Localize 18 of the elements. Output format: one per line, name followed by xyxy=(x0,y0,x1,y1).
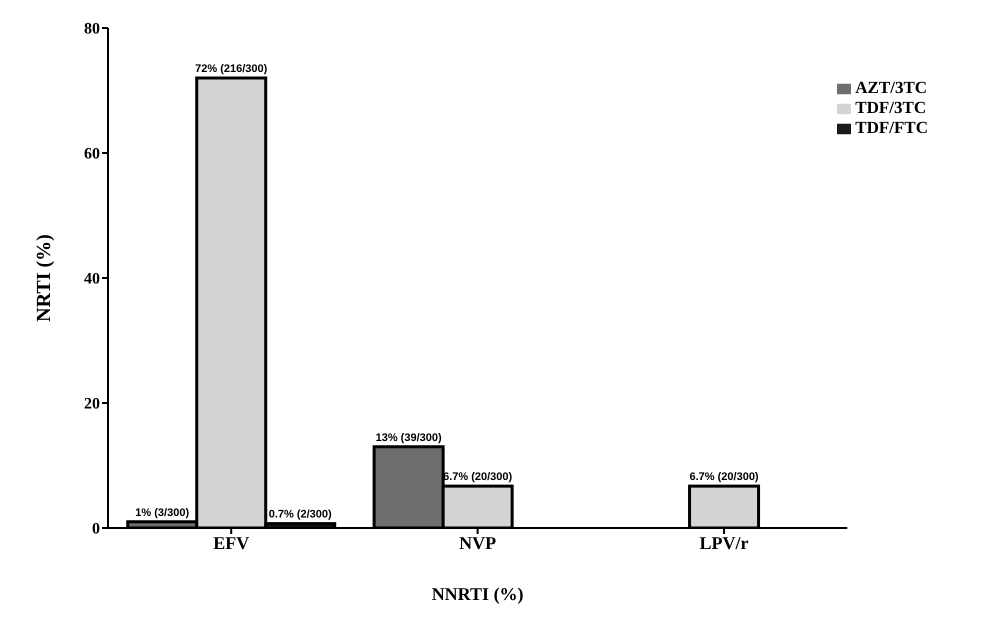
legend-label: TDF/3TC xyxy=(855,98,926,117)
data-label: 6.7% (20/300) xyxy=(690,471,759,484)
y-tick-label: 0 xyxy=(92,520,100,538)
y-tick-label: 20 xyxy=(84,396,100,413)
x-axis-title: NNRTI (%) xyxy=(432,584,524,604)
y-tick-label: 80 xyxy=(84,20,100,38)
legend-label: AZT/3TC xyxy=(855,78,928,97)
y-tick-label: 40 xyxy=(84,270,100,288)
y-tick-label: 60 xyxy=(84,146,100,163)
x-tick-label: NVP xyxy=(459,532,496,553)
data-label: 1% (3/300) xyxy=(135,506,190,519)
data-label: 0.7% (2/300) xyxy=(268,508,332,521)
data-label: 13% (39/300) xyxy=(376,432,442,444)
x-tick-label: LPV/r xyxy=(700,532,749,553)
x-tick-label: EFV xyxy=(213,532,250,553)
legend-label: TDF/FTC xyxy=(855,118,928,137)
y-axis-title: NRTI (%) xyxy=(33,234,56,322)
data-label: 72% (216/300) xyxy=(195,63,268,75)
